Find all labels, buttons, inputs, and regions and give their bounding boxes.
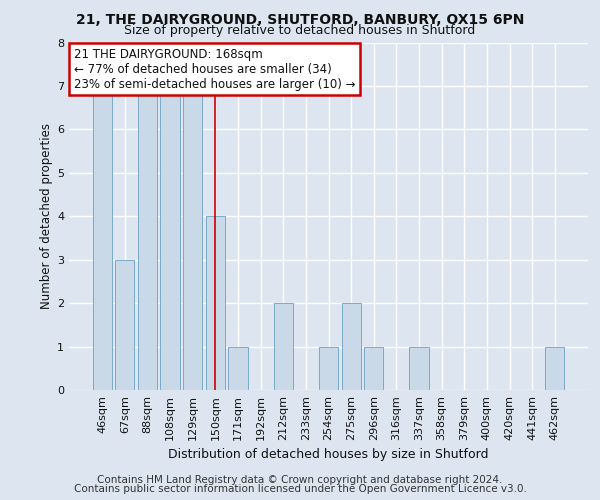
Text: 21 THE DAIRYGROUND: 168sqm
← 77% of detached houses are smaller (34)
23% of semi: 21 THE DAIRYGROUND: 168sqm ← 77% of deta… [74,48,356,90]
X-axis label: Distribution of detached houses by size in Shutford: Distribution of detached houses by size … [168,448,489,461]
Bar [364,346,383,390]
Bar [115,260,134,390]
Text: Contains public sector information licensed under the Open Government Licence v3: Contains public sector information licen… [74,484,526,494]
Bar [409,346,428,390]
Bar [274,303,293,390]
Text: Size of property relative to detached houses in Shutford: Size of property relative to detached ho… [124,24,476,37]
Bar [160,86,180,390]
Bar [206,216,225,390]
Bar [545,346,565,390]
Y-axis label: Number of detached properties: Number of detached properties [40,123,53,309]
Text: Contains HM Land Registry data © Crown copyright and database right 2024.: Contains HM Land Registry data © Crown c… [97,475,503,485]
Bar [183,86,202,390]
Bar [319,346,338,390]
Text: 21, THE DAIRYGROUND, SHUTFORD, BANBURY, OX15 6PN: 21, THE DAIRYGROUND, SHUTFORD, BANBURY, … [76,12,524,26]
Bar [138,86,157,390]
Bar [229,346,248,390]
Bar [341,303,361,390]
Bar [92,86,112,390]
